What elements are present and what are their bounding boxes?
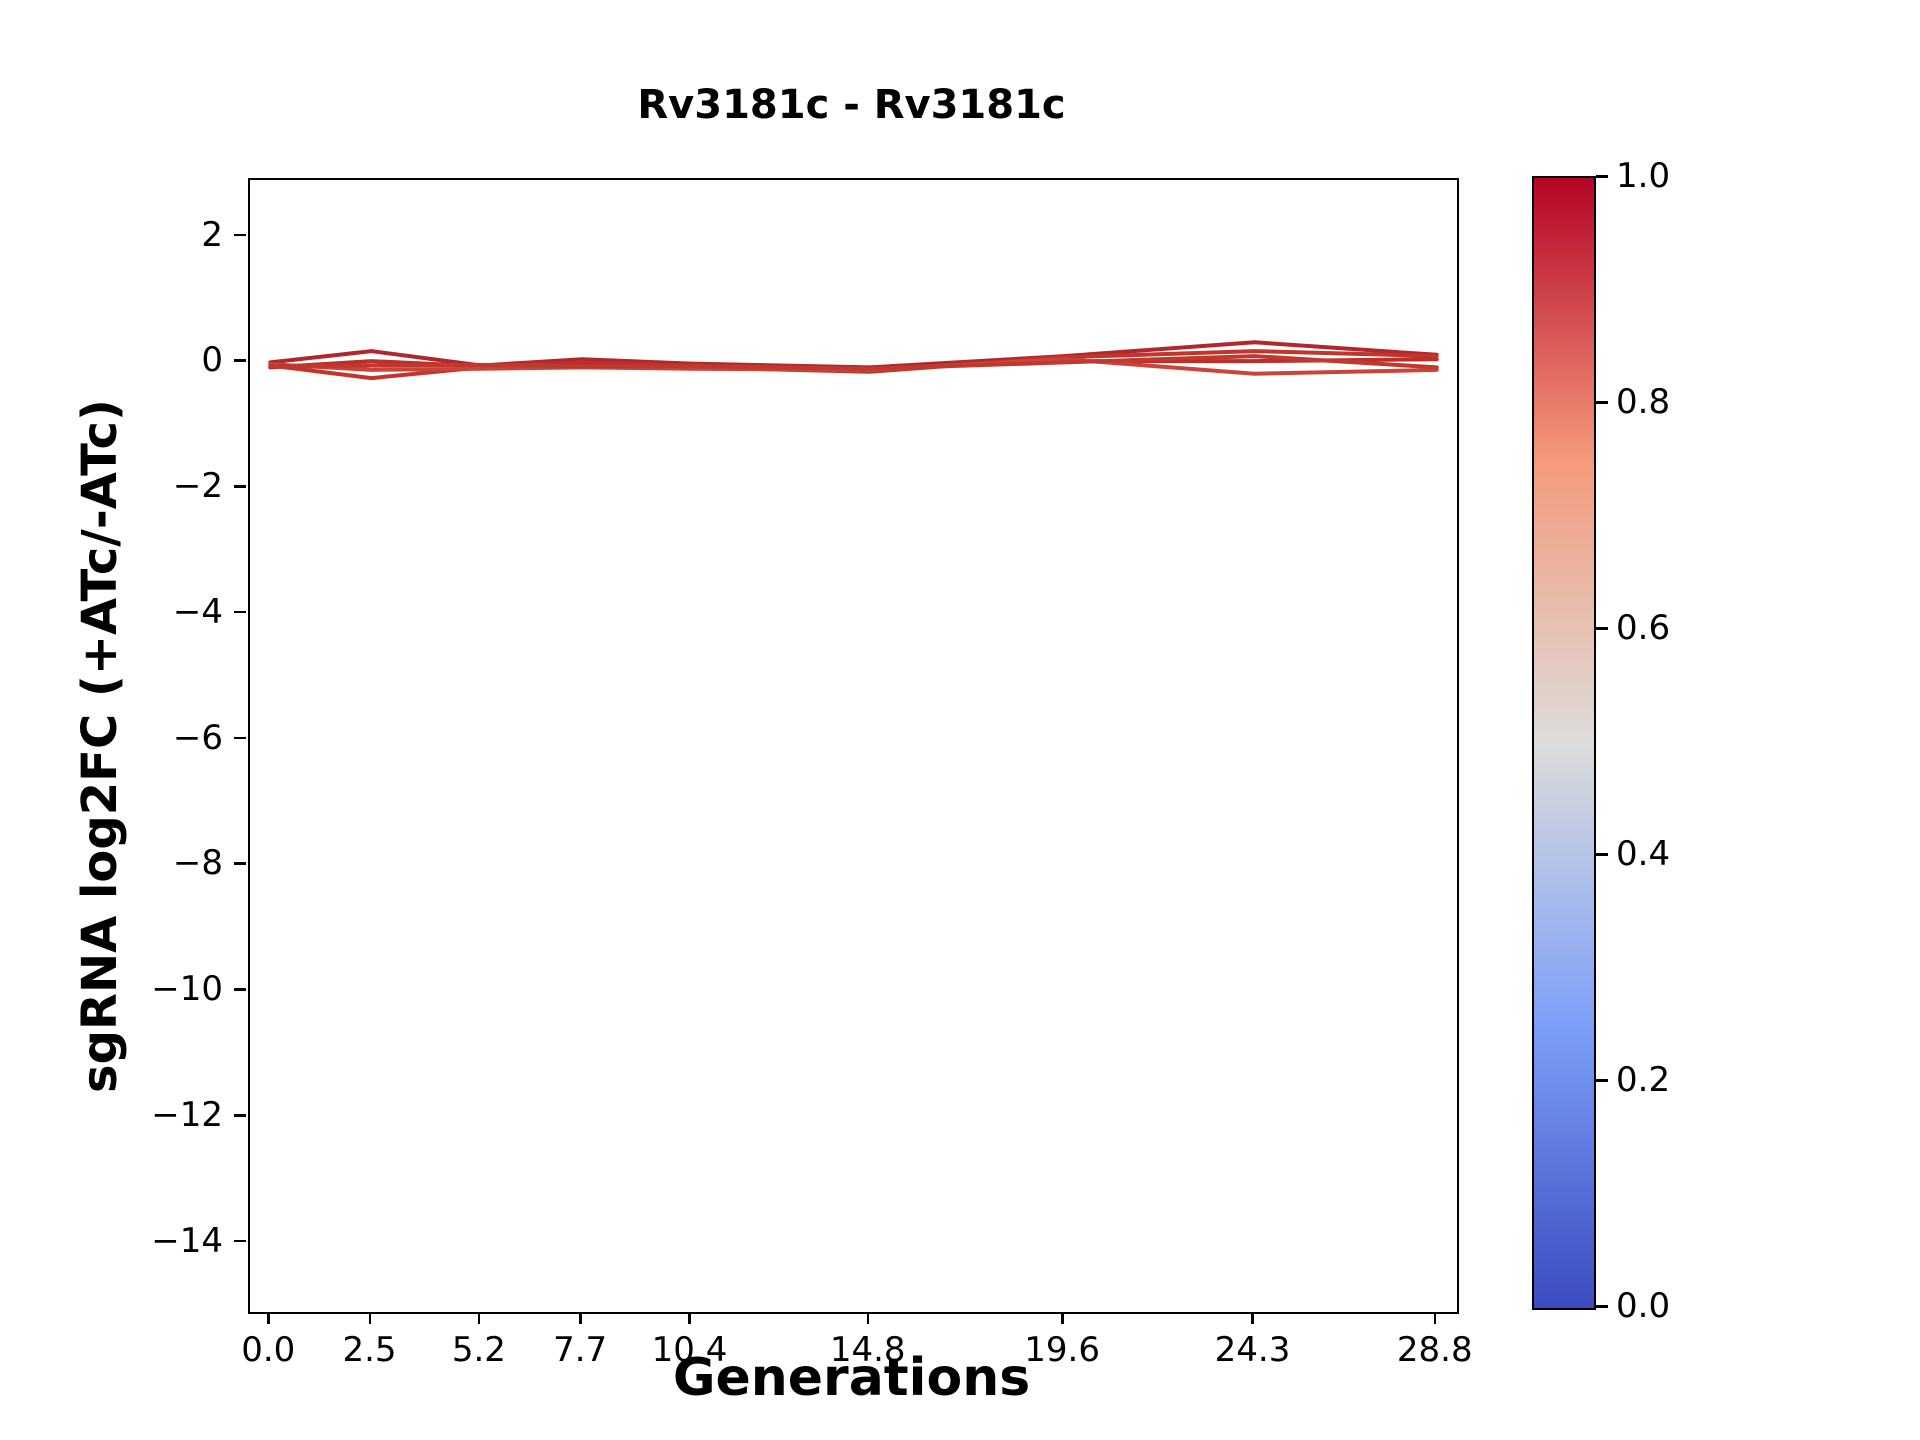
x-tick-label: 24.3	[1214, 1330, 1291, 1370]
y-tick-label: 2	[201, 214, 223, 255]
x-tick-label: 7.7	[553, 1330, 608, 1370]
y-tick-mark	[234, 485, 246, 488]
x-tick-mark	[368, 1312, 371, 1324]
y-tick-label: −2	[172, 466, 223, 507]
x-axis-label: Generations	[672, 1348, 1031, 1408]
colorbar-tick-label: 0.2	[1616, 1060, 1671, 1100]
colorbar-tick-label: 0.0	[1616, 1286, 1671, 1326]
colorbar-tick-mark	[1596, 1305, 1608, 1308]
colorbar-tick-mark	[1596, 1079, 1608, 1082]
y-tick-mark	[234, 359, 246, 362]
y-tick-mark	[234, 610, 246, 614]
plot-area	[248, 178, 1459, 1314]
colorbar	[1532, 176, 1596, 1310]
y-tick-mark	[234, 736, 246, 740]
y-tick-mark	[234, 1114, 246, 1117]
x-tick-label: 10.4	[651, 1330, 728, 1370]
x-tick-label: 2.5	[342, 1330, 397, 1370]
colorbar-tick-label: 1.0	[1616, 156, 1671, 196]
series-line-sgRNA-4	[268, 357, 1439, 376]
y-tick-mark	[234, 988, 246, 991]
y-tick-mark	[234, 233, 246, 237]
colorbar-tick-mark	[1596, 401, 1608, 404]
x-tick-mark	[866, 1312, 870, 1324]
y-tick-label: −14	[151, 1220, 223, 1261]
x-tick-label: 14.8	[829, 1330, 906, 1370]
x-tick-mark	[1061, 1312, 1064, 1324]
x-tick-mark	[1433, 1312, 1437, 1324]
colorbar-tick-mark	[1596, 853, 1608, 856]
series-line-sgRNA-5	[268, 354, 1439, 371]
y-tick-mark	[234, 862, 246, 865]
colorbar-tick-mark	[1596, 175, 1608, 178]
y-tick-label: 0	[201, 340, 223, 381]
x-tick-mark	[477, 1312, 481, 1324]
x-tick-mark	[579, 1312, 582, 1324]
colorbar-tick-label: 0.4	[1616, 834, 1671, 874]
line-series-plot	[268, 340, 1439, 381]
x-tick-mark	[267, 1312, 270, 1324]
x-tick-mark	[688, 1312, 691, 1324]
x-tick-label: 28.8	[1396, 1330, 1473, 1370]
y-tick-label: −8	[172, 843, 223, 884]
x-tick-label: 5.2	[451, 1330, 506, 1370]
y-tick-label: −6	[172, 717, 223, 758]
colorbar-tick-label: 0.6	[1616, 608, 1671, 648]
x-tick-label: 0.0	[241, 1330, 296, 1370]
y-tick-label: −12	[151, 1095, 223, 1136]
chart-title: Rv3181c - Rv3181c	[637, 82, 1066, 128]
colorbar-tick-label: 0.8	[1616, 382, 1671, 422]
x-tick-label: 19.6	[1024, 1330, 1100, 1370]
colorbar-tick-mark	[1596, 627, 1608, 630]
y-tick-label: −4	[172, 591, 223, 632]
y-tick-mark	[234, 1239, 246, 1243]
y-tick-label: −10	[151, 969, 223, 1010]
x-tick-mark	[1251, 1312, 1254, 1324]
